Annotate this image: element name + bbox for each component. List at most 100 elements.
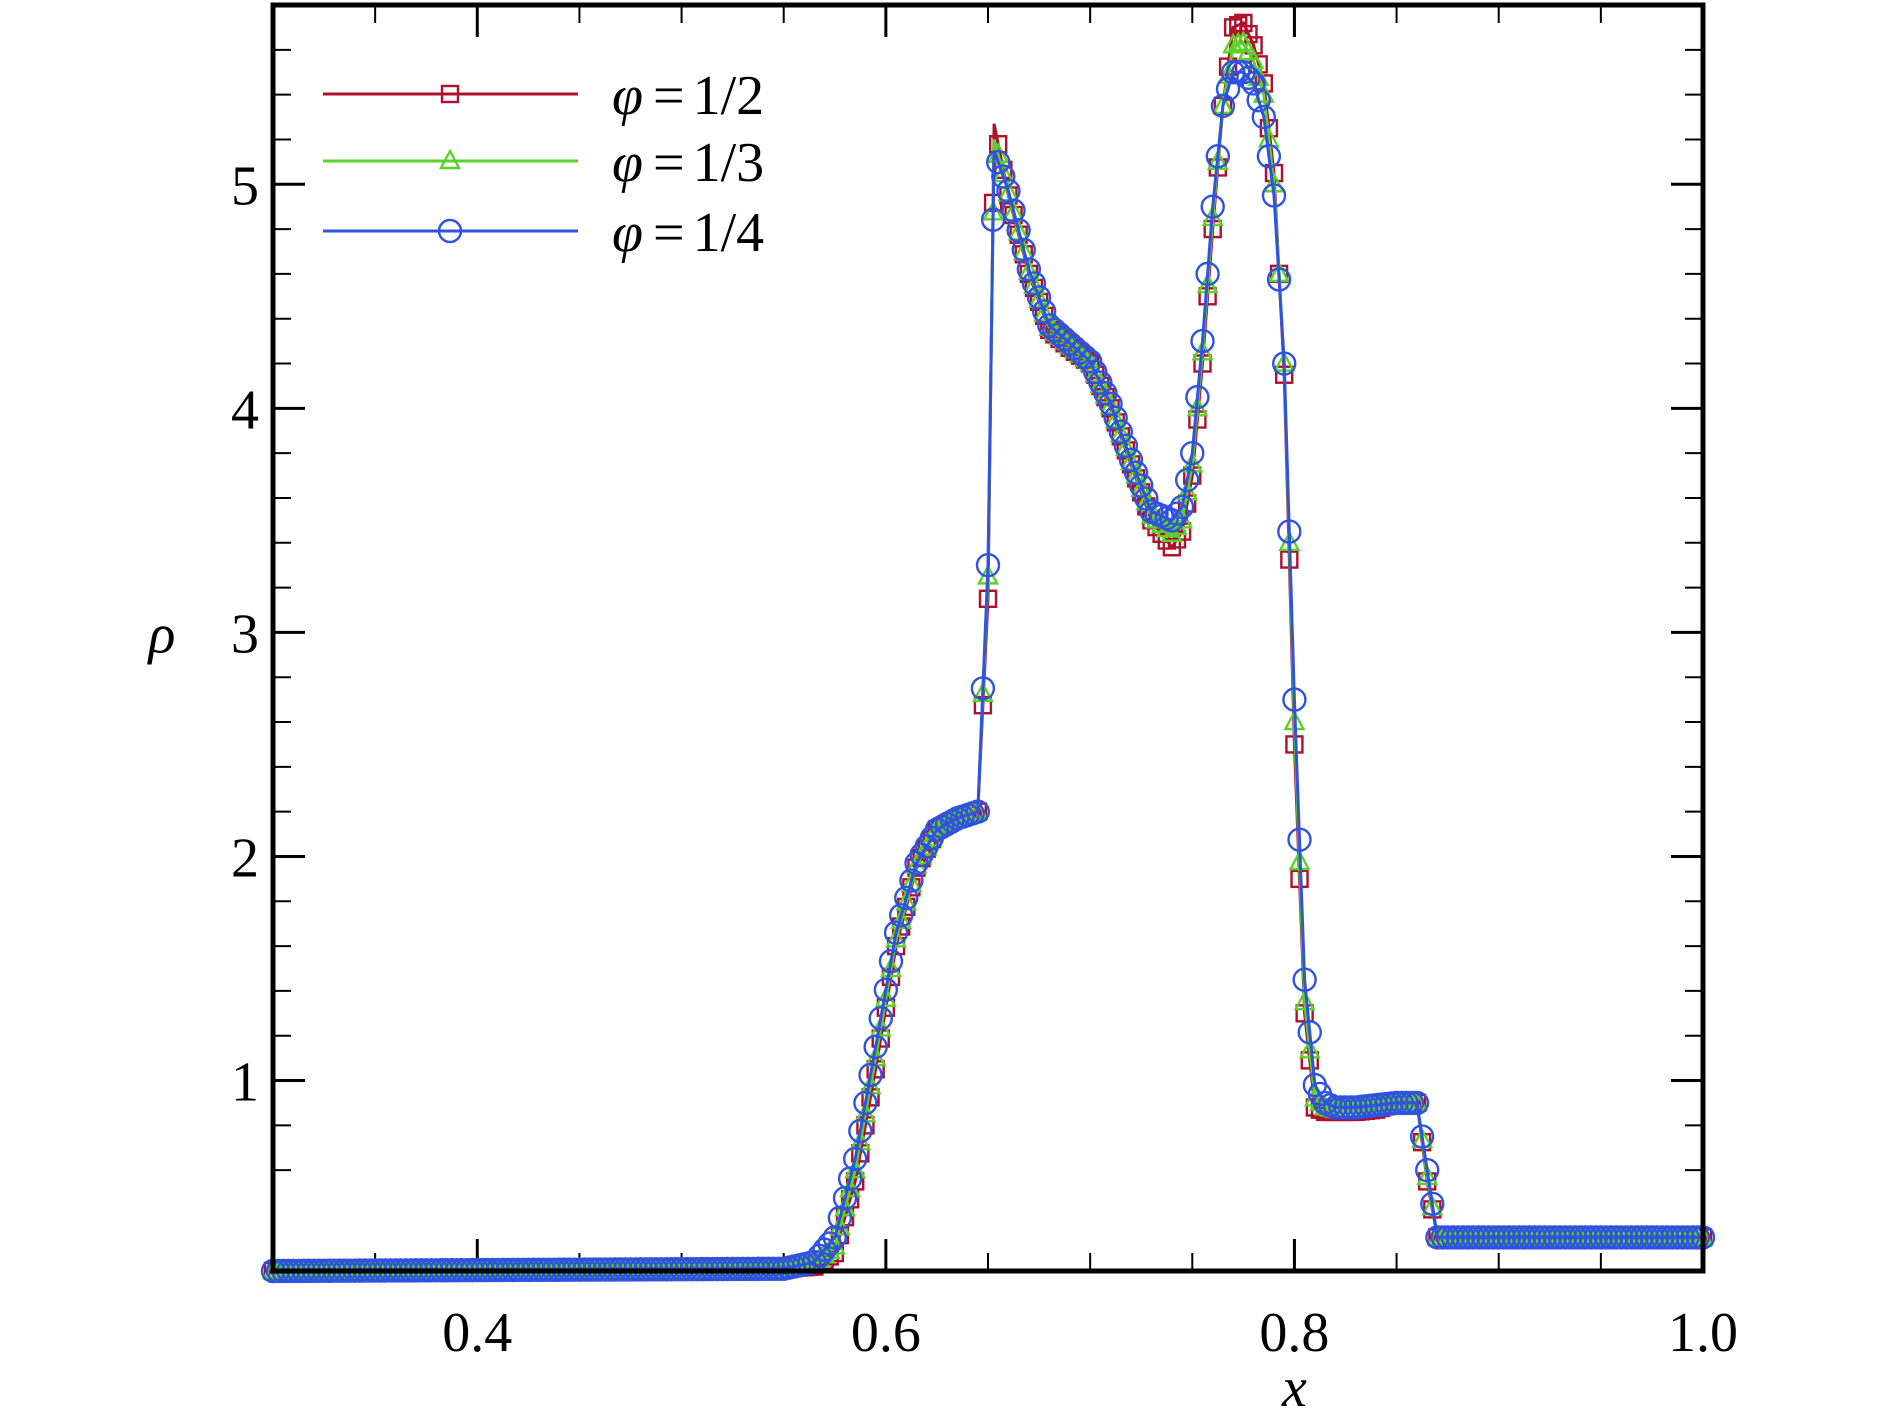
triangle-marker: [1298, 1037, 1321, 1059]
circle-marker: [1256, 144, 1282, 169]
circle-marker: [873, 977, 899, 1002]
triangle-marker: [1104, 407, 1127, 429]
x-tick-label: 0.8: [1259, 1302, 1329, 1364]
y-axis-title: ρ: [147, 603, 176, 665]
circle-marker: [853, 1090, 878, 1116]
triangle-marker: [1017, 259, 1040, 280]
circle-marker: [975, 552, 1001, 578]
circle-marker: [1210, 93, 1236, 119]
triangle-marker: [1109, 421, 1132, 443]
y-tick-label: 3: [231, 603, 259, 665]
circle-marker: [980, 207, 1006, 232]
circle-marker: [1251, 104, 1276, 130]
triangle-marker: [890, 908, 913, 930]
circle-marker: [1113, 433, 1139, 459]
circle-marker: [1195, 261, 1220, 287]
minor-ticks: [273, 5, 1703, 1271]
circle-marker: [1164, 501, 1190, 526]
circle-marker: [1266, 267, 1292, 292]
circle-marker: [1205, 144, 1231, 169]
circle-marker: [883, 920, 909, 945]
circle-marker: [991, 164, 1016, 189]
circle-marker: [1261, 183, 1287, 208]
legend-symbol: φ: [612, 65, 643, 127]
circle-marker: [1169, 494, 1195, 520]
plot-frame: [270, 2, 1706, 1274]
legend-label: φ = 1/4: [612, 202, 764, 264]
circle-marker: [817, 1231, 842, 1256]
series-line: [272, 70, 1703, 1273]
series-2: [262, 30, 1714, 1280]
triangle-marker: [1293, 989, 1316, 1011]
y-tick-labels: 1 2 3 4 5: [231, 155, 259, 1113]
triangle-marker: [1028, 287, 1051, 308]
circle-marker: [1287, 827, 1312, 852]
circle-marker: [1021, 271, 1047, 296]
legend-symbol: φ: [612, 132, 643, 194]
circle-marker: [1409, 1124, 1435, 1149]
x-tick-label: 1.0: [1668, 1302, 1738, 1364]
square-marker: [440, 84, 460, 104]
series-1: [263, 13, 1713, 1281]
legend-eq: =: [653, 202, 685, 264]
circle-marker: [858, 1062, 883, 1088]
y-tick-label: 1: [231, 1052, 259, 1114]
circle-marker: [1420, 1191, 1445, 1216]
circle-marker: [1241, 71, 1266, 96]
y-tick-label: 2: [231, 827, 259, 889]
circle-marker: [1185, 384, 1210, 410]
circle-marker: [1129, 473, 1154, 498]
circle-marker: [1297, 1020, 1322, 1045]
circle-marker: [878, 949, 904, 974]
circle-marker: [1174, 467, 1200, 493]
circle-marker: [1123, 460, 1149, 485]
legend-eq: =: [653, 65, 685, 127]
circle-marker: [965, 799, 990, 824]
circle-marker: [1180, 440, 1205, 466]
circle-marker: [437, 218, 463, 244]
square-marker: [907, 858, 926, 877]
circle-marker: [1404, 1090, 1430, 1116]
legend-eq: =: [653, 132, 685, 194]
y-tick-label: 5: [231, 155, 259, 217]
y-tick-label: 4: [231, 379, 259, 441]
legend-label: φ = 1/2: [612, 65, 764, 127]
legend-series-name: 1/3: [693, 132, 765, 194]
circle-marker: [894, 885, 919, 911]
x-tick-labels: 0.4 0.6 0.8 1.0: [442, 1302, 1738, 1364]
triangle-marker: [1416, 1164, 1439, 1186]
triangle-marker: [1022, 273, 1045, 294]
circle-marker: [1236, 65, 1261, 91]
circle-marker: [868, 1006, 893, 1031]
x-axis-title: x: [1281, 1357, 1307, 1411]
legend-label: φ = 1/3: [612, 132, 764, 194]
circle-marker: [843, 1146, 868, 1172]
triangle-marker: [1114, 435, 1137, 457]
circle-marker: [899, 868, 924, 893]
legend-series-name: 1/4: [693, 202, 765, 264]
legend-symbol: φ: [612, 202, 643, 264]
circle-marker: [986, 149, 1011, 175]
circle-marker: [848, 1118, 873, 1144]
triangle-marker: [1160, 521, 1183, 543]
circle-marker: [1277, 519, 1302, 544]
circle-marker: [863, 1034, 888, 1060]
series-layer: [260, 13, 1716, 1284]
triangle-marker: [879, 956, 902, 978]
series-3: [260, 60, 1716, 1284]
circle-marker: [1415, 1157, 1440, 1183]
legend-series-name: 1/2: [693, 65, 765, 127]
circle-marker: [1282, 687, 1307, 712]
circle-marker: [1103, 405, 1128, 431]
circle-marker: [1016, 257, 1042, 282]
circle-marker: [1118, 447, 1144, 473]
circle-marker: [1200, 194, 1225, 219]
x-tick-label: 0.6: [851, 1302, 921, 1364]
circle-marker: [888, 903, 914, 928]
circle-marker: [1108, 419, 1133, 445]
triangle-marker: [1033, 301, 1056, 322]
triangle-marker: [874, 986, 897, 1007]
circle-marker: [1272, 351, 1297, 376]
triangle-marker: [869, 1015, 892, 1037]
